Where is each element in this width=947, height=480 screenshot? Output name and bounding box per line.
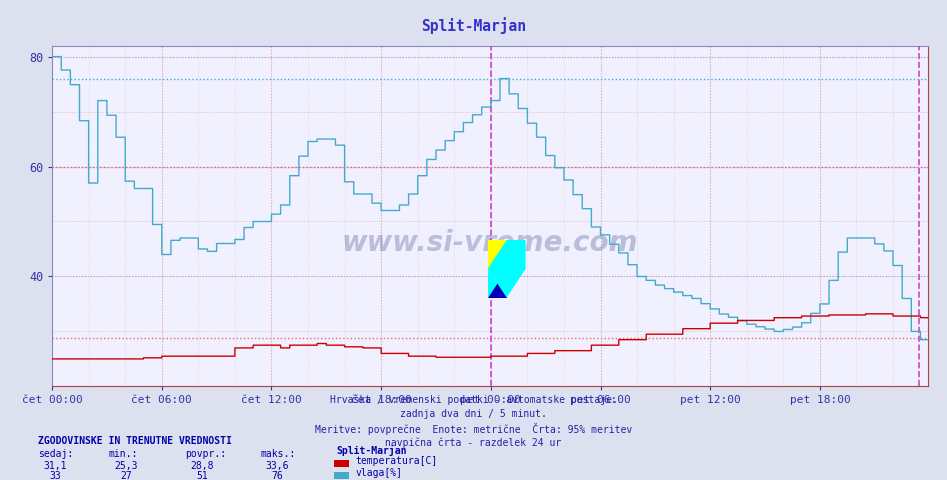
Polygon shape — [488, 269, 507, 298]
Bar — [488, 240, 507, 269]
Text: povpr.:: povpr.: — [185, 449, 225, 459]
Text: sedaj:: sedaj: — [38, 449, 73, 459]
Text: Split-Marjan: Split-Marjan — [421, 17, 526, 34]
Text: Split-Marjan: Split-Marjan — [336, 444, 406, 456]
Text: www.si-vreme.com: www.si-vreme.com — [342, 229, 638, 257]
Text: Hrvaška / vremenski podatki - avtomatske postaje.: Hrvaška / vremenski podatki - avtomatske… — [330, 395, 617, 405]
Text: 33: 33 — [49, 470, 61, 480]
Text: 27: 27 — [120, 470, 132, 480]
Text: ZGODOVINSKE IN TRENUTNE VREDNOSTI: ZGODOVINSKE IN TRENUTNE VREDNOSTI — [38, 436, 232, 446]
Text: vlaga[%]: vlaga[%] — [355, 468, 402, 478]
Text: 25,3: 25,3 — [115, 461, 137, 471]
Polygon shape — [488, 269, 507, 298]
Text: navpična črta - razdelek 24 ur: navpična črta - razdelek 24 ur — [385, 438, 562, 448]
Text: 51: 51 — [196, 470, 207, 480]
Text: 28,8: 28,8 — [190, 461, 213, 471]
Text: 76: 76 — [272, 470, 283, 480]
Text: 31,1: 31,1 — [44, 461, 66, 471]
Text: zadnja dva dni / 5 minut.: zadnja dva dni / 5 minut. — [400, 409, 547, 419]
Text: 33,6: 33,6 — [266, 461, 289, 471]
Text: temperatura[C]: temperatura[C] — [355, 456, 438, 466]
Text: maks.:: maks.: — [260, 449, 295, 459]
Text: min.:: min.: — [109, 449, 138, 459]
Polygon shape — [488, 240, 526, 298]
Text: Meritve: povprečne  Enote: metrične  Črta: 95% meritev: Meritve: povprečne Enote: metrične Črta:… — [314, 423, 633, 435]
